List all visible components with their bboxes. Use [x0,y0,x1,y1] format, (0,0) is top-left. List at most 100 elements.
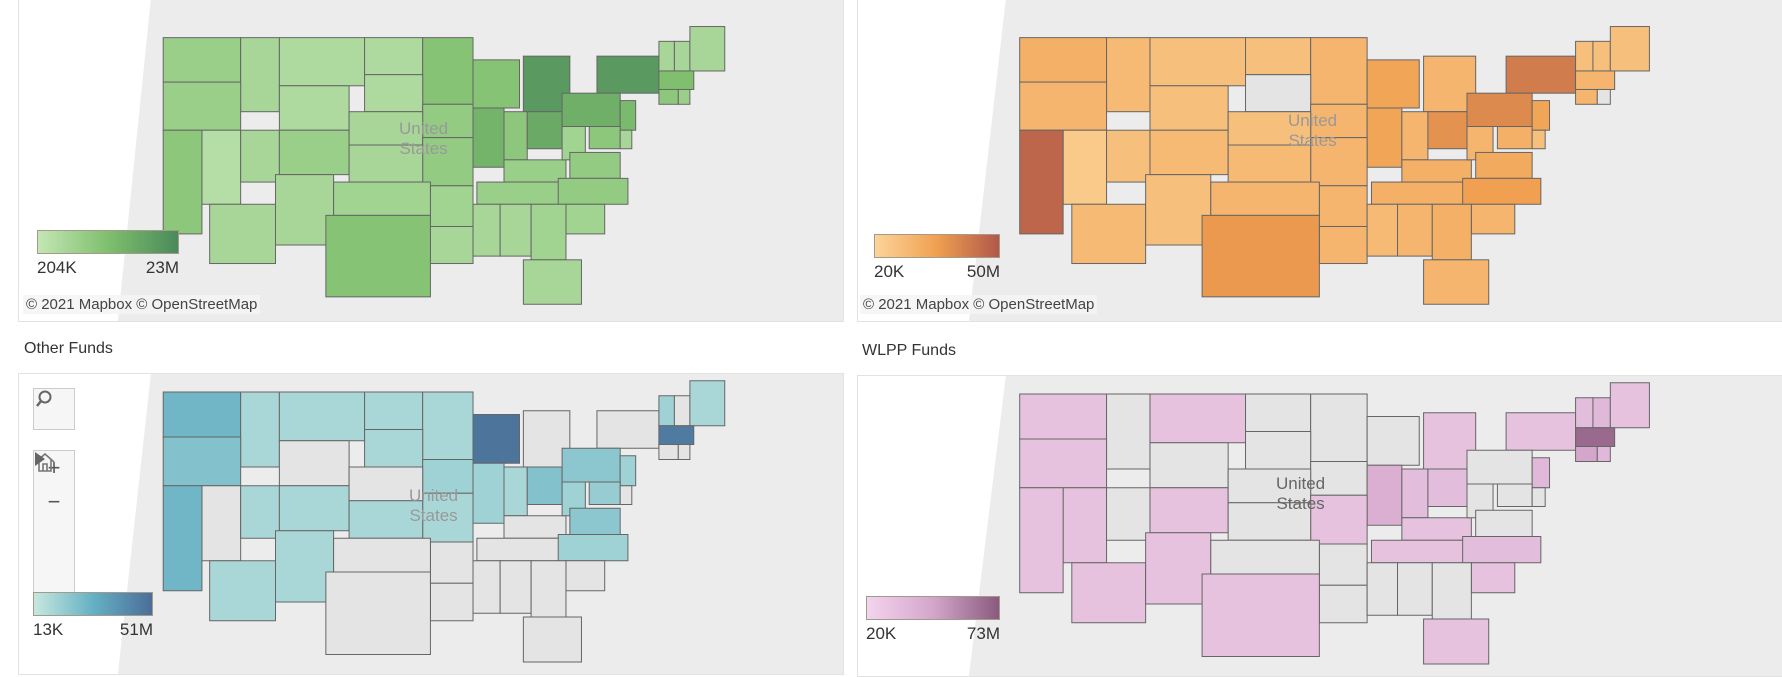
state-ct[interactable] [658,444,679,460]
state-ms[interactable] [1366,203,1399,257]
state-wy[interactable] [1149,85,1229,131]
state-ri[interactable] [1596,446,1611,462]
state-ut[interactable] [240,485,280,539]
state-la[interactable] [1318,225,1368,265]
state-ks[interactable] [348,144,424,183]
state-mn[interactable] [1310,37,1368,105]
state-vt[interactable] [1575,397,1594,429]
state-nm[interactable] [275,174,335,246]
state-pa[interactable] [1466,92,1533,128]
state-md[interactable] [588,481,621,505]
expand-toolbar-icon[interactable] [34,452,74,587]
state-ma[interactable] [658,425,695,445]
state-mo[interactable] [1310,137,1368,187]
state-la[interactable] [429,582,474,622]
map-zoom-controls[interactable]: + − [33,450,75,602]
state-fl[interactable] [1423,259,1490,305]
state-fl[interactable] [522,616,582,663]
state-ut[interactable] [1106,487,1151,541]
state-tx[interactable] [325,571,431,655]
state-nc[interactable] [1462,177,1542,205]
state-de[interactable] [619,129,633,150]
state-la[interactable] [1318,584,1368,624]
state-sc[interactable] [565,203,606,235]
state-wy[interactable] [278,440,350,487]
state-il[interactable] [472,107,505,168]
state-mt[interactable] [278,391,366,442]
state-la[interactable] [429,225,474,265]
state-nh[interactable] [1592,40,1611,72]
state-ri[interactable] [677,444,691,460]
state-ar[interactable] [1318,543,1368,586]
state-nc[interactable] [557,177,629,205]
state-ca[interactable] [162,129,203,235]
state-nj[interactable] [1531,457,1551,489]
state-az[interactable] [1071,562,1147,624]
state-il[interactable] [1366,107,1403,168]
state-pa[interactable] [561,447,621,483]
state-nm[interactable] [1145,532,1212,605]
state-ma[interactable] [658,70,695,90]
state-sd[interactable] [364,74,424,113]
state-wa[interactable] [1019,37,1108,83]
state-nv[interactable] [1062,129,1108,205]
state-nc[interactable] [557,534,629,562]
state-ca[interactable] [1019,129,1064,235]
state-wi[interactable] [1366,59,1420,109]
state-me[interactable] [689,26,726,72]
map-attribution[interactable]: © 2021 Mapbox © OpenStreetMap [23,295,261,314]
state-nd[interactable] [364,391,424,430]
state-in[interactable] [503,466,528,517]
search-icon[interactable] [34,390,74,426]
state-ga[interactable] [530,560,567,618]
state-ut[interactable] [1106,129,1151,183]
state-map[interactable] [858,0,1782,321]
state-md[interactable] [588,126,621,150]
state-ok[interactable] [333,181,431,216]
state-sd[interactable] [364,429,424,468]
state-fl[interactable] [1423,618,1490,665]
map-search-control[interactable] [33,388,75,430]
state-nj[interactable] [619,455,637,487]
state-co[interactable] [1149,487,1229,534]
state-al[interactable] [1397,203,1433,257]
state-id[interactable] [240,391,280,468]
state-mt[interactable] [278,37,366,87]
state-nv[interactable] [1062,487,1108,564]
state-tx[interactable] [1201,214,1320,298]
state-oh[interactable] [526,111,563,150]
state-ky[interactable] [503,159,567,183]
state-ut[interactable] [240,129,280,183]
state-md[interactable] [1496,126,1533,150]
state-nj[interactable] [619,100,637,131]
state-ma[interactable] [1575,70,1616,90]
home-icon[interactable] [34,452,74,553]
state-sd[interactable] [1245,431,1312,470]
state-ct[interactable] [658,88,679,105]
state-il[interactable] [1366,464,1403,526]
state-co[interactable] [278,485,350,532]
state-wy[interactable] [1149,442,1229,489]
state-nv[interactable] [201,129,242,205]
state-ar[interactable] [1318,185,1368,227]
state-id[interactable] [240,37,280,113]
state-ny[interactable] [1505,412,1577,451]
state-mo[interactable] [1310,494,1368,545]
map-attribution[interactable]: © 2021 Mapbox © OpenStreetMap [860,295,1098,314]
state-in[interactable] [1401,468,1429,519]
map-state-funds[interactable]: United States 20K 50M © 2021 Mapbox © Open… [857,0,1782,322]
state-me[interactable] [1609,382,1650,429]
state-ny[interactable] [1505,55,1577,94]
state-wy[interactable] [278,85,350,131]
state-mn[interactable] [422,37,474,105]
state-or[interactable] [162,436,242,487]
state-al[interactable] [499,560,532,614]
state-va[interactable] [569,151,621,179]
state-ri[interactable] [1596,88,1611,105]
state-vt[interactable] [658,40,675,72]
state-ne[interactable] [1227,468,1312,504]
state-ct[interactable] [1575,88,1598,105]
state-tx[interactable] [1201,573,1320,657]
state-mn[interactable] [422,391,474,460]
state-pa[interactable] [1466,449,1533,485]
